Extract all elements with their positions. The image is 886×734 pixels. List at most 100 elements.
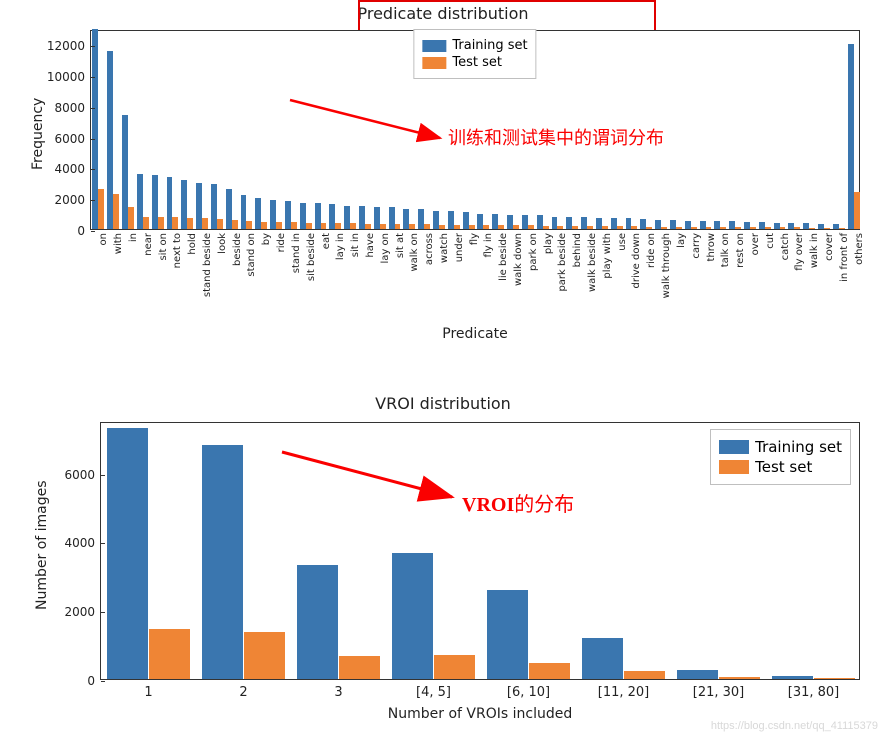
predicate-distribution-chart: Predicate distribution 02000400060008000… bbox=[0, 0, 886, 370]
xtick-label: next to bbox=[172, 229, 183, 268]
xtick-label: fly bbox=[469, 229, 480, 245]
chart1-annotation: 训练和测试集中的谓词分布 bbox=[448, 124, 664, 150]
chart2-xlabel: Number of VROIs included bbox=[388, 706, 572, 722]
bar bbox=[246, 221, 252, 229]
xtick-label: sit beside bbox=[306, 229, 317, 281]
xtick-label: park beside bbox=[557, 229, 568, 292]
xtick-label: 3 bbox=[334, 679, 342, 700]
chart2-legend: Training set Test set bbox=[710, 429, 851, 485]
xtick-label: lay on bbox=[380, 229, 391, 263]
xtick-label: park on bbox=[528, 229, 539, 271]
xtick-label: beside bbox=[232, 229, 243, 266]
xtick-label: drive down bbox=[631, 229, 642, 288]
xtick-label: carry bbox=[691, 229, 702, 259]
xtick-label: walk beside bbox=[587, 229, 598, 292]
vroi-distribution-chart: VROI distribution 0200040006000 123[4, 5… bbox=[0, 370, 886, 734]
legend-swatch-training bbox=[422, 40, 446, 52]
xtick-label: near bbox=[143, 229, 154, 256]
xtick-label: lay bbox=[676, 229, 687, 248]
bar bbox=[487, 590, 529, 679]
bar bbox=[149, 629, 191, 679]
bar bbox=[291, 222, 297, 229]
xtick-label: walk in bbox=[809, 229, 820, 268]
chart1-title: Predicate distribution bbox=[357, 4, 528, 23]
chart2-title: VROI distribution bbox=[375, 394, 511, 413]
bar bbox=[624, 671, 666, 679]
bar bbox=[232, 220, 238, 229]
xtick-label: others bbox=[854, 229, 865, 265]
xtick-label: ride bbox=[276, 229, 287, 252]
bar bbox=[187, 218, 193, 229]
bar bbox=[128, 207, 134, 229]
chart1-ylabel: Frequency bbox=[30, 98, 46, 170]
xtick-label: 1 bbox=[144, 679, 152, 700]
xtick-label: [11, 20] bbox=[598, 679, 650, 700]
legend-label-training: Training set bbox=[452, 38, 527, 53]
bar bbox=[392, 553, 434, 679]
legend-swatch-test bbox=[719, 460, 749, 474]
annotation-arrow-1 bbox=[280, 90, 460, 150]
bar bbox=[202, 445, 244, 679]
bar bbox=[98, 189, 104, 229]
xtick-label: [6, 10] bbox=[507, 679, 550, 700]
xtick-label: behind bbox=[572, 229, 583, 267]
xtick-label: ride on bbox=[646, 229, 657, 268]
xtick-label: on bbox=[98, 229, 109, 245]
chart2-plot-area: 0200040006000 123[4, 5][6, 10][11, 20][2… bbox=[100, 422, 860, 680]
legend-label-training: Training set bbox=[755, 438, 842, 456]
legend-label-test: Test set bbox=[755, 458, 812, 476]
xtick-label: play bbox=[543, 229, 554, 254]
xtick-label: across bbox=[424, 229, 435, 265]
xtick-label: have bbox=[365, 229, 376, 258]
xtick-label: sit on bbox=[158, 229, 169, 261]
bar bbox=[529, 663, 571, 680]
chart1-legend: Training set Test set bbox=[413, 29, 536, 79]
xtick-label: cover bbox=[824, 229, 835, 261]
bar bbox=[677, 670, 719, 679]
xtick-label: in front of bbox=[839, 229, 850, 282]
xtick-label: talk on bbox=[720, 229, 731, 267]
bar bbox=[143, 217, 149, 229]
xtick-label: walk through bbox=[661, 229, 672, 298]
bar bbox=[339, 656, 381, 679]
bar bbox=[582, 638, 624, 679]
xtick-label: sit at bbox=[395, 229, 406, 258]
bar bbox=[172, 217, 178, 229]
xtick-label: hold bbox=[187, 229, 198, 255]
bar bbox=[217, 219, 223, 229]
xtick-label: [21, 30] bbox=[693, 679, 745, 700]
bar bbox=[158, 217, 164, 229]
chart1-xlabel: Predicate bbox=[442, 326, 507, 342]
xtick-label: under bbox=[454, 229, 465, 262]
xtick-label: throw bbox=[706, 229, 717, 261]
xtick-label: watch bbox=[439, 229, 450, 263]
xtick-label: sit in bbox=[350, 229, 361, 257]
legend-swatch-training bbox=[719, 440, 749, 454]
legend-swatch-test bbox=[422, 57, 446, 69]
xtick-label: look bbox=[217, 229, 228, 254]
chart2-ylabel: Number of images bbox=[34, 480, 50, 610]
xtick-label: lie beside bbox=[498, 229, 509, 281]
xtick-label: cut bbox=[765, 229, 776, 249]
bar bbox=[297, 565, 339, 679]
xtick-label: [4, 5] bbox=[416, 679, 451, 700]
xtick-label: fly in bbox=[483, 229, 494, 258]
chart2-annotation: VROI的分布 bbox=[462, 488, 574, 517]
xtick-label: stand on bbox=[246, 229, 257, 277]
bar bbox=[854, 192, 860, 229]
bar bbox=[202, 218, 208, 229]
xtick-label: walk on bbox=[409, 229, 420, 272]
xtick-label: walk down bbox=[513, 229, 524, 286]
xtick-label: in bbox=[128, 229, 139, 242]
xtick-label: lay in bbox=[335, 229, 346, 260]
bar bbox=[244, 632, 286, 679]
xtick-label: stand in bbox=[291, 229, 302, 273]
annotation-arrow-2 bbox=[272, 442, 472, 512]
xtick-label: rest on bbox=[735, 229, 746, 268]
bar bbox=[107, 428, 149, 679]
xtick-label: eat bbox=[321, 229, 332, 249]
legend-label-test: Test set bbox=[452, 55, 502, 70]
xtick-label: fly over bbox=[794, 229, 805, 271]
bar bbox=[261, 222, 267, 229]
xtick-label: catch bbox=[780, 229, 791, 260]
